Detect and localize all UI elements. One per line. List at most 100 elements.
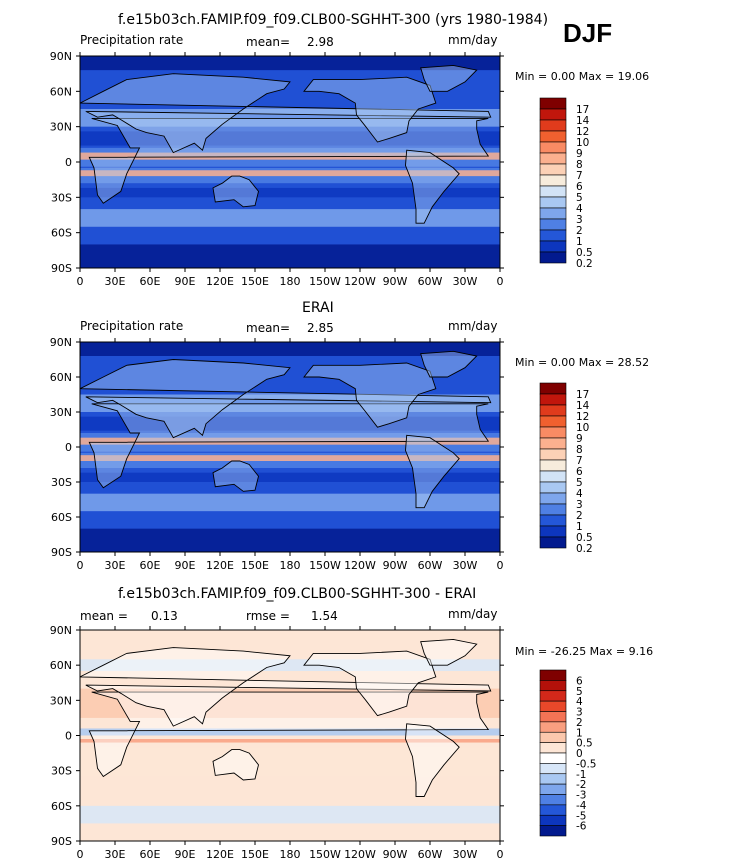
coastline	[212, 175, 259, 208]
colorbar-swatch	[539, 382, 567, 395]
colorbar-label: 1	[576, 727, 583, 739]
colorbar-label: -2	[576, 779, 586, 791]
colorbar-swatch	[539, 141, 567, 154]
colorbar-swatch	[539, 481, 567, 494]
colorbar-label: 3	[576, 499, 583, 511]
colorbar-label: 3	[576, 214, 583, 226]
colorbar-label: 5	[576, 686, 583, 698]
colorbar-label: 9	[576, 148, 583, 160]
panel2-units: mm/day	[448, 319, 498, 333]
panel3-units: mm/day	[448, 607, 498, 621]
colorbar-label: 17	[576, 104, 589, 116]
precip-band	[80, 342, 500, 356]
colorbar-swatch	[539, 721, 567, 733]
x-tick-label: 150E	[241, 275, 269, 288]
y-tick-label: 60S	[51, 511, 72, 524]
colorbar-swatch	[539, 731, 567, 743]
precip-band	[80, 170, 500, 177]
season-label: DJF	[563, 18, 613, 48]
coastline	[79, 647, 492, 727]
coastline	[303, 650, 437, 717]
panel2-minmax: Min = 0.00 Max = 28.52	[515, 356, 650, 369]
x-tick-label: 150W	[309, 275, 341, 288]
x-tick-label: 60E	[140, 275, 161, 288]
colorbar-swatch	[539, 448, 567, 461]
precip-band	[80, 805, 500, 824]
x-tick-label: 60W	[418, 848, 443, 861]
colorbar-swatch	[539, 437, 567, 450]
colorbar-label: -1	[576, 769, 586, 781]
colorbar-swatch	[539, 207, 567, 220]
colorbar-swatch	[539, 742, 567, 754]
precip-band	[80, 455, 500, 461]
colorbar-label: 8	[576, 444, 583, 456]
x-tick-label: 90W	[383, 559, 408, 572]
coastline	[420, 350, 478, 378]
precip-band	[80, 416, 500, 431]
colorbar-swatch	[539, 229, 567, 242]
colorbar-swatch	[539, 804, 567, 816]
x-tick-label: 30E	[105, 848, 126, 861]
y-tick-label: 30N	[50, 406, 72, 419]
x-tick-label: 30W	[453, 848, 478, 861]
colorbar-label: 7	[576, 455, 583, 467]
colorbar-swatch	[539, 825, 567, 837]
y-tick-label: 60S	[51, 227, 72, 240]
y-tick-label: 60N	[50, 85, 72, 98]
colorbar-label: 4	[576, 488, 583, 500]
coastline	[88, 117, 490, 204]
x-tick-label: 60E	[140, 559, 161, 572]
coastline	[79, 73, 492, 154]
colorbar-label: 10	[576, 422, 589, 434]
colorbar-swatch	[539, 700, 567, 712]
x-tick-label: 90W	[383, 275, 408, 288]
colorbar-label: 0.2	[576, 258, 593, 270]
colorbar-swatch	[539, 690, 567, 702]
x-tick-label: 150W	[309, 559, 341, 572]
coastline	[212, 460, 259, 492]
colorbar-swatch	[539, 470, 567, 483]
colorbar-swatch	[539, 108, 567, 121]
coastline	[405, 723, 460, 797]
panel3-mean-label: mean =	[80, 609, 128, 623]
colorbar-swatch	[539, 218, 567, 231]
y-tick-label: 30N	[50, 121, 72, 134]
x-tick-label: 120E	[206, 848, 234, 861]
colorbar-swatch	[539, 669, 567, 681]
colorbar-swatch	[539, 752, 567, 764]
precip-band	[80, 739, 500, 743]
precip-band	[80, 209, 500, 227]
colorbar-label: 12	[576, 411, 589, 423]
precip-band	[80, 747, 500, 777]
colorbar-label: 2	[576, 717, 583, 729]
panel2-mean-label: mean=	[246, 321, 291, 335]
x-tick-label: 120W	[344, 559, 376, 572]
x-tick-label: 30E	[105, 559, 126, 572]
x-tick-label: 90E	[175, 275, 196, 288]
colorbar-label: 8	[576, 159, 583, 171]
colorbar-swatch	[539, 763, 567, 775]
precip-band	[80, 437, 500, 445]
panel1-title: f.e15b03ch.FAMIP.f09_f09.CLB00-SGHHT-300…	[118, 12, 549, 28]
colorbar-swatch	[539, 130, 567, 143]
x-tick-label: 120E	[206, 559, 234, 572]
panel1-variable-label: Precipitation rate	[80, 33, 184, 47]
colorbar-swatch	[539, 152, 567, 165]
colorbar-swatch	[539, 783, 567, 795]
coastline	[420, 638, 478, 666]
panel2-mean-value: 2.85	[307, 321, 334, 335]
colorbar-swatch	[539, 119, 567, 132]
x-tick-label: 60W	[418, 559, 443, 572]
precip-band	[80, 728, 500, 736]
y-tick-label: 30N	[50, 694, 72, 707]
x-tick-label: 180	[280, 275, 301, 288]
colorbar-label: 1	[576, 236, 583, 248]
y-tick-label: 60N	[50, 371, 72, 384]
colorbar-label: -5	[576, 810, 586, 822]
x-tick-label: 30W	[453, 559, 478, 572]
colorbar-label: 9	[576, 433, 583, 445]
y-tick-label: 0	[65, 730, 72, 743]
